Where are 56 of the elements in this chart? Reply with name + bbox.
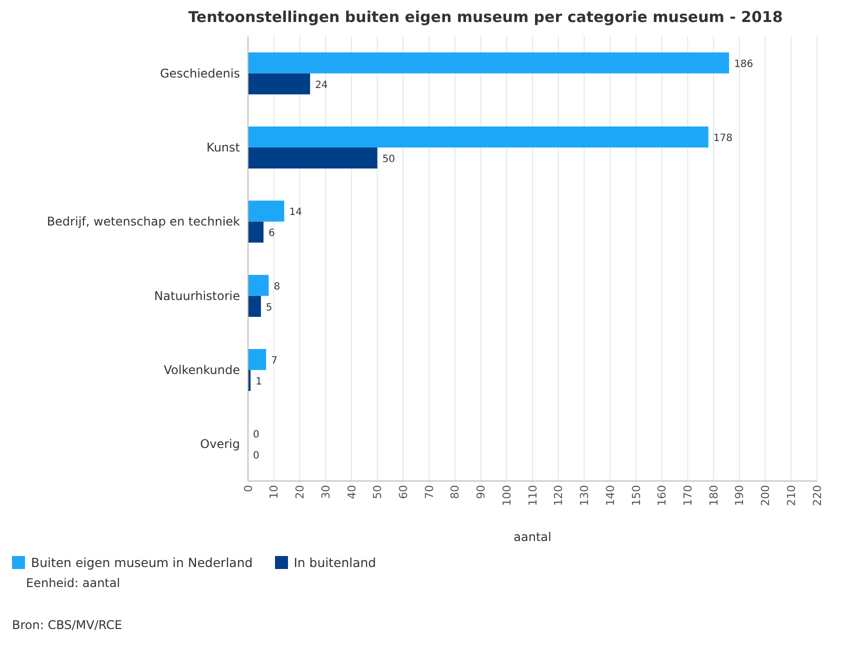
x-tick-label: 20: [294, 485, 307, 499]
x-tick-label: 60: [396, 485, 410, 499]
x-tick-label: 10: [268, 485, 281, 499]
x-tick-label: 200: [759, 485, 772, 506]
text: Eenheid: aantal: [26, 576, 122, 590]
y-tick-label: Volkenkunde: [164, 363, 240, 378]
y-tick-label: Bedrijf, wetenschap en techniek: [46, 214, 240, 229]
bar: [248, 348, 266, 370]
data-label: 0: [253, 450, 260, 462]
x-tick-label: 70: [422, 485, 436, 499]
x-tick-label: 140: [604, 485, 617, 506]
x-tick-label: 100: [500, 485, 514, 506]
x-tick-label: 190: [733, 485, 746, 506]
bar: [248, 73, 310, 94]
text: Bron: CBS/MV/RCE: [12, 618, 124, 632]
x-axis-title: aantal: [514, 530, 552, 544]
x-tick-label: 150: [630, 485, 643, 506]
data-label: 0: [253, 430, 260, 441]
data-label: 8: [274, 281, 280, 292]
x-tick-label: 50: [371, 485, 384, 499]
y-tick-label: Natuurhistorie: [154, 288, 240, 303]
data-label: 24: [315, 80, 328, 91]
data-label: 14: [289, 207, 302, 218]
data-label: 186: [734, 58, 754, 70]
bar: [248, 222, 264, 243]
y-tick-label: Kunst: [206, 140, 240, 155]
legend-label: Buiten eigen museum in Nederland: [31, 555, 253, 570]
x-tick-label: 30: [319, 485, 332, 499]
x-tick-label: 90: [474, 485, 488, 499]
chart-title: Tentoonstellingen buiten eigen museum per categorie museum - 2018: [187, 8, 784, 26]
x-tick-label: 130: [578, 485, 592, 506]
x-tick-label: 120: [552, 485, 566, 506]
bar: [248, 147, 378, 168]
data-label: 178: [713, 132, 732, 144]
data-label: 50: [382, 154, 396, 165]
x-tick-label: 0: [242, 485, 255, 492]
data-label: 7: [271, 355, 278, 366]
data-label: 1: [256, 376, 262, 388]
legend-label: In buitenland: [294, 555, 376, 570]
y-tick-label: Geschiedenis: [160, 66, 240, 80]
bar: [248, 126, 708, 148]
data-label: 6: [268, 228, 275, 240]
bar: [248, 52, 730, 74]
x-tick-label: 160: [656, 485, 669, 506]
data-label: 5: [266, 302, 272, 314]
y-tick-label: Overig: [200, 437, 240, 452]
x-tick-label: 80: [448, 485, 462, 499]
x-tick-label: 40: [345, 485, 358, 499]
x-tick-label: 170: [681, 485, 694, 506]
x-tick-label: 210: [784, 485, 798, 506]
bar: [248, 274, 269, 296]
x-tick-label: 220: [810, 485, 824, 506]
x-tick-label: 110: [526, 485, 540, 506]
bar: [248, 296, 261, 317]
bar: [248, 200, 284, 222]
x-tick-label: 180: [707, 485, 720, 506]
